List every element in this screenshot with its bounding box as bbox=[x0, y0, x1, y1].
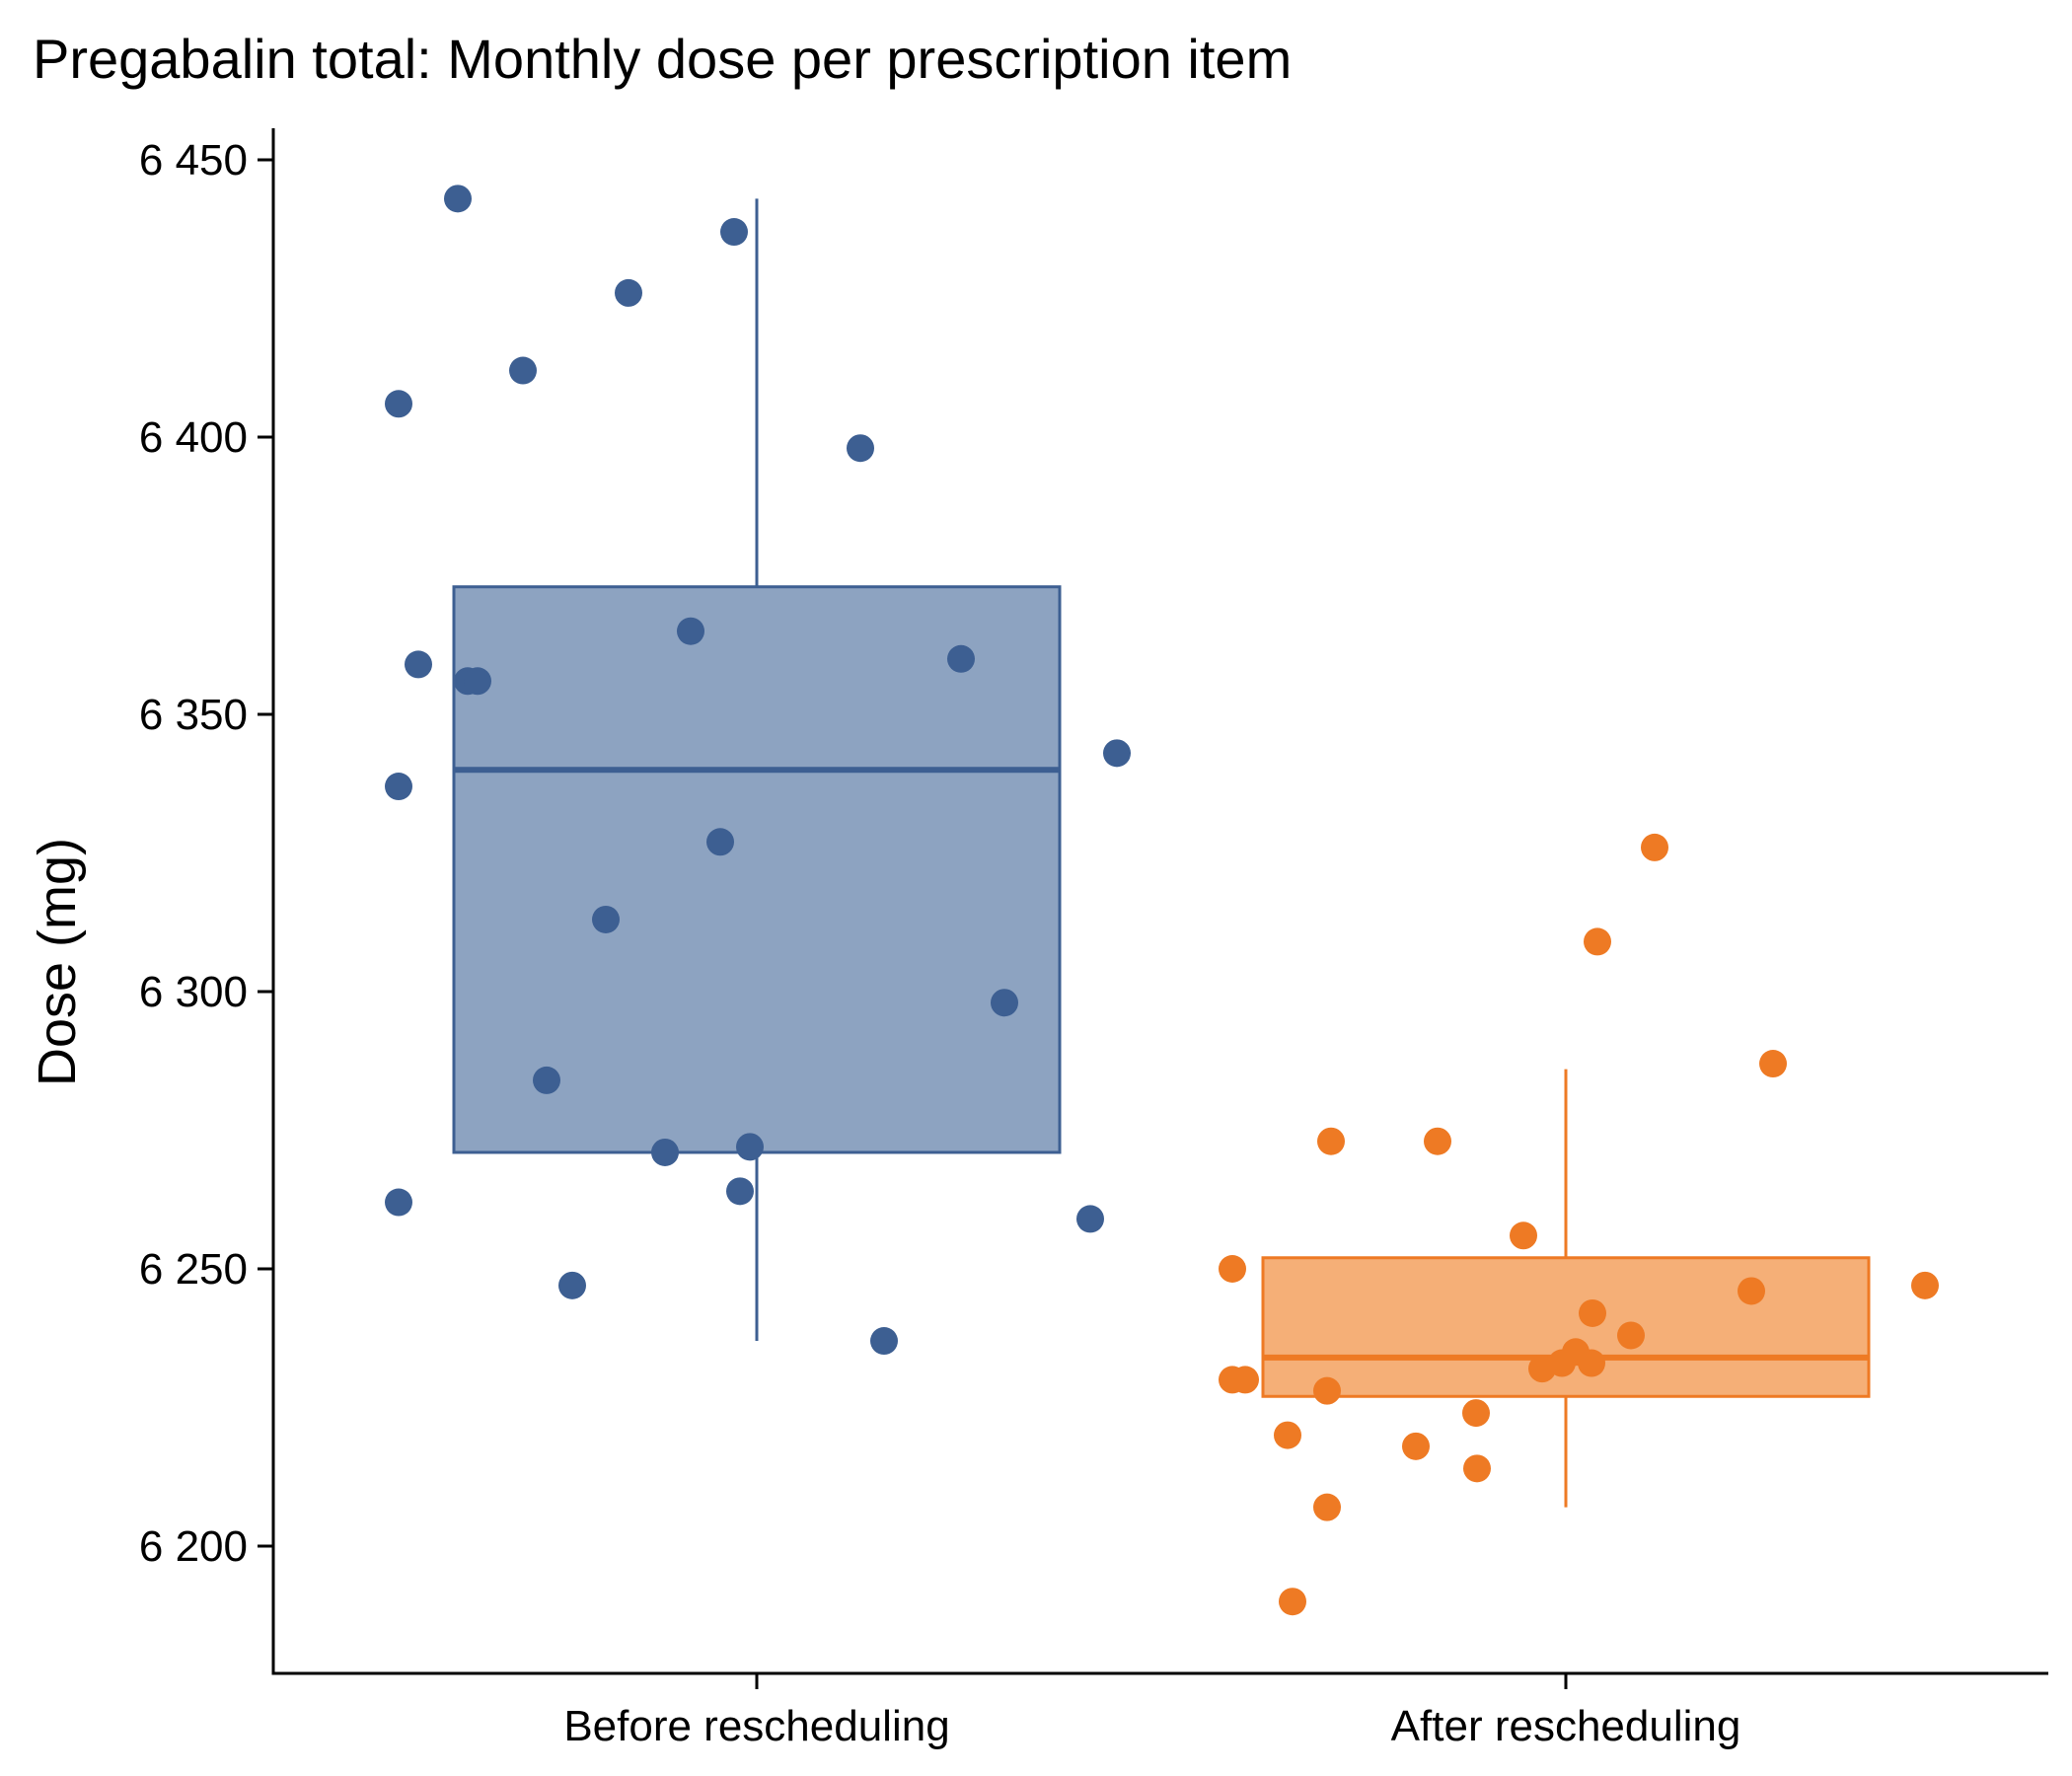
data-point bbox=[1463, 1454, 1491, 1483]
x-tick-label: After rescheduling bbox=[1391, 1702, 1741, 1750]
data-point bbox=[991, 989, 1018, 1017]
data-point bbox=[1528, 1355, 1556, 1383]
data-point bbox=[947, 644, 975, 673]
data-point bbox=[1911, 1271, 1939, 1299]
data-point bbox=[1578, 1349, 1605, 1377]
data-point bbox=[1579, 1298, 1606, 1327]
data-point bbox=[736, 1133, 764, 1161]
data-point bbox=[1274, 1421, 1301, 1449]
data-point bbox=[592, 905, 620, 933]
data-point bbox=[385, 1188, 412, 1217]
data-point bbox=[558, 1271, 586, 1299]
data-point bbox=[533, 1066, 560, 1094]
data-point bbox=[1641, 833, 1668, 861]
data-point bbox=[870, 1327, 898, 1356]
data-point bbox=[1279, 1588, 1306, 1616]
data-point bbox=[1076, 1205, 1104, 1233]
y-tick-label: 6 200 bbox=[139, 1522, 248, 1571]
y-axis: 6 200 6 250 6 300 6 350 6 400 6 450 bbox=[139, 128, 275, 1673]
box-plots bbox=[452, 198, 1871, 1508]
y-tick-label: 6 350 bbox=[139, 691, 248, 739]
y-tick-label: 6 250 bbox=[139, 1245, 248, 1294]
data-point bbox=[615, 278, 642, 307]
data-point bbox=[1313, 1493, 1341, 1521]
y-tick-label: 6 400 bbox=[139, 413, 248, 462]
y-tick-label: 6 300 bbox=[139, 968, 248, 1016]
data-point bbox=[677, 617, 704, 645]
data-point bbox=[1738, 1277, 1765, 1305]
chart-title: Pregabalin total: Monthly dose per presc… bbox=[33, 28, 1293, 90]
data-point bbox=[1317, 1127, 1345, 1155]
data-point bbox=[1313, 1376, 1341, 1405]
data-point bbox=[726, 1177, 754, 1206]
data-point bbox=[1759, 1050, 1787, 1078]
data-point bbox=[405, 650, 432, 679]
box-iqr bbox=[452, 585, 1062, 1154]
data-point bbox=[651, 1138, 679, 1166]
y-tick-label: 6 450 bbox=[139, 136, 248, 185]
data-point bbox=[847, 434, 874, 463]
x-tick-label: Before rescheduling bbox=[563, 1702, 949, 1750]
data-point bbox=[1424, 1127, 1451, 1155]
data-point bbox=[464, 667, 491, 696]
data-point bbox=[1219, 1255, 1246, 1283]
data-point bbox=[720, 218, 748, 247]
data-point bbox=[385, 773, 412, 801]
data-point bbox=[1402, 1432, 1430, 1460]
data-point bbox=[1103, 739, 1131, 768]
y-axis-title: Dose (mg) bbox=[28, 838, 87, 1086]
data-point bbox=[1462, 1399, 1490, 1428]
data-point bbox=[1231, 1366, 1259, 1394]
x-axis: Before rescheduling After rescheduling bbox=[271, 1671, 2048, 1750]
data-points bbox=[385, 185, 1939, 1616]
data-point bbox=[444, 185, 472, 213]
data-point bbox=[385, 390, 412, 418]
data-point bbox=[509, 356, 537, 385]
data-point bbox=[1617, 1321, 1645, 1350]
data-point bbox=[1584, 927, 1611, 956]
data-point bbox=[1510, 1221, 1537, 1250]
data-point bbox=[706, 828, 734, 856]
